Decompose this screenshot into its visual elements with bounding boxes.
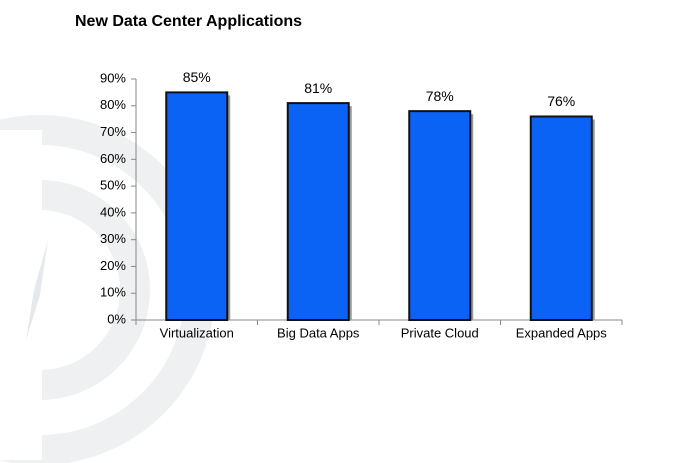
y-tick-label: 60% [100, 151, 126, 166]
x-tick-label: Big Data Apps [277, 325, 360, 340]
y-tick-label: 20% [100, 258, 126, 273]
x-tick-label: Expanded Apps [516, 325, 608, 340]
y-tick-label: 50% [100, 178, 126, 193]
y-tick-label: 0% [107, 311, 126, 326]
y-tick-label: 30% [100, 231, 126, 246]
x-tick-label: Virtualization [160, 325, 234, 340]
bar [529, 115, 593, 321]
y-tick-label: 70% [100, 124, 126, 139]
value-label: 85% [183, 69, 211, 85]
value-label: 78% [426, 88, 454, 104]
bar [408, 110, 472, 321]
bar [286, 102, 350, 321]
bar [165, 91, 229, 321]
value-label: 76% [547, 93, 575, 109]
value-label: 81% [304, 80, 332, 96]
y-tick-label: 80% [100, 97, 126, 112]
y-tick-label: 90% [100, 70, 126, 85]
y-tick-label: 40% [100, 204, 126, 219]
x-tick-label: Private Cloud [401, 325, 479, 340]
chart-title: New Data Center Applications [75, 13, 302, 30]
y-tick-label: 10% [100, 285, 126, 300]
